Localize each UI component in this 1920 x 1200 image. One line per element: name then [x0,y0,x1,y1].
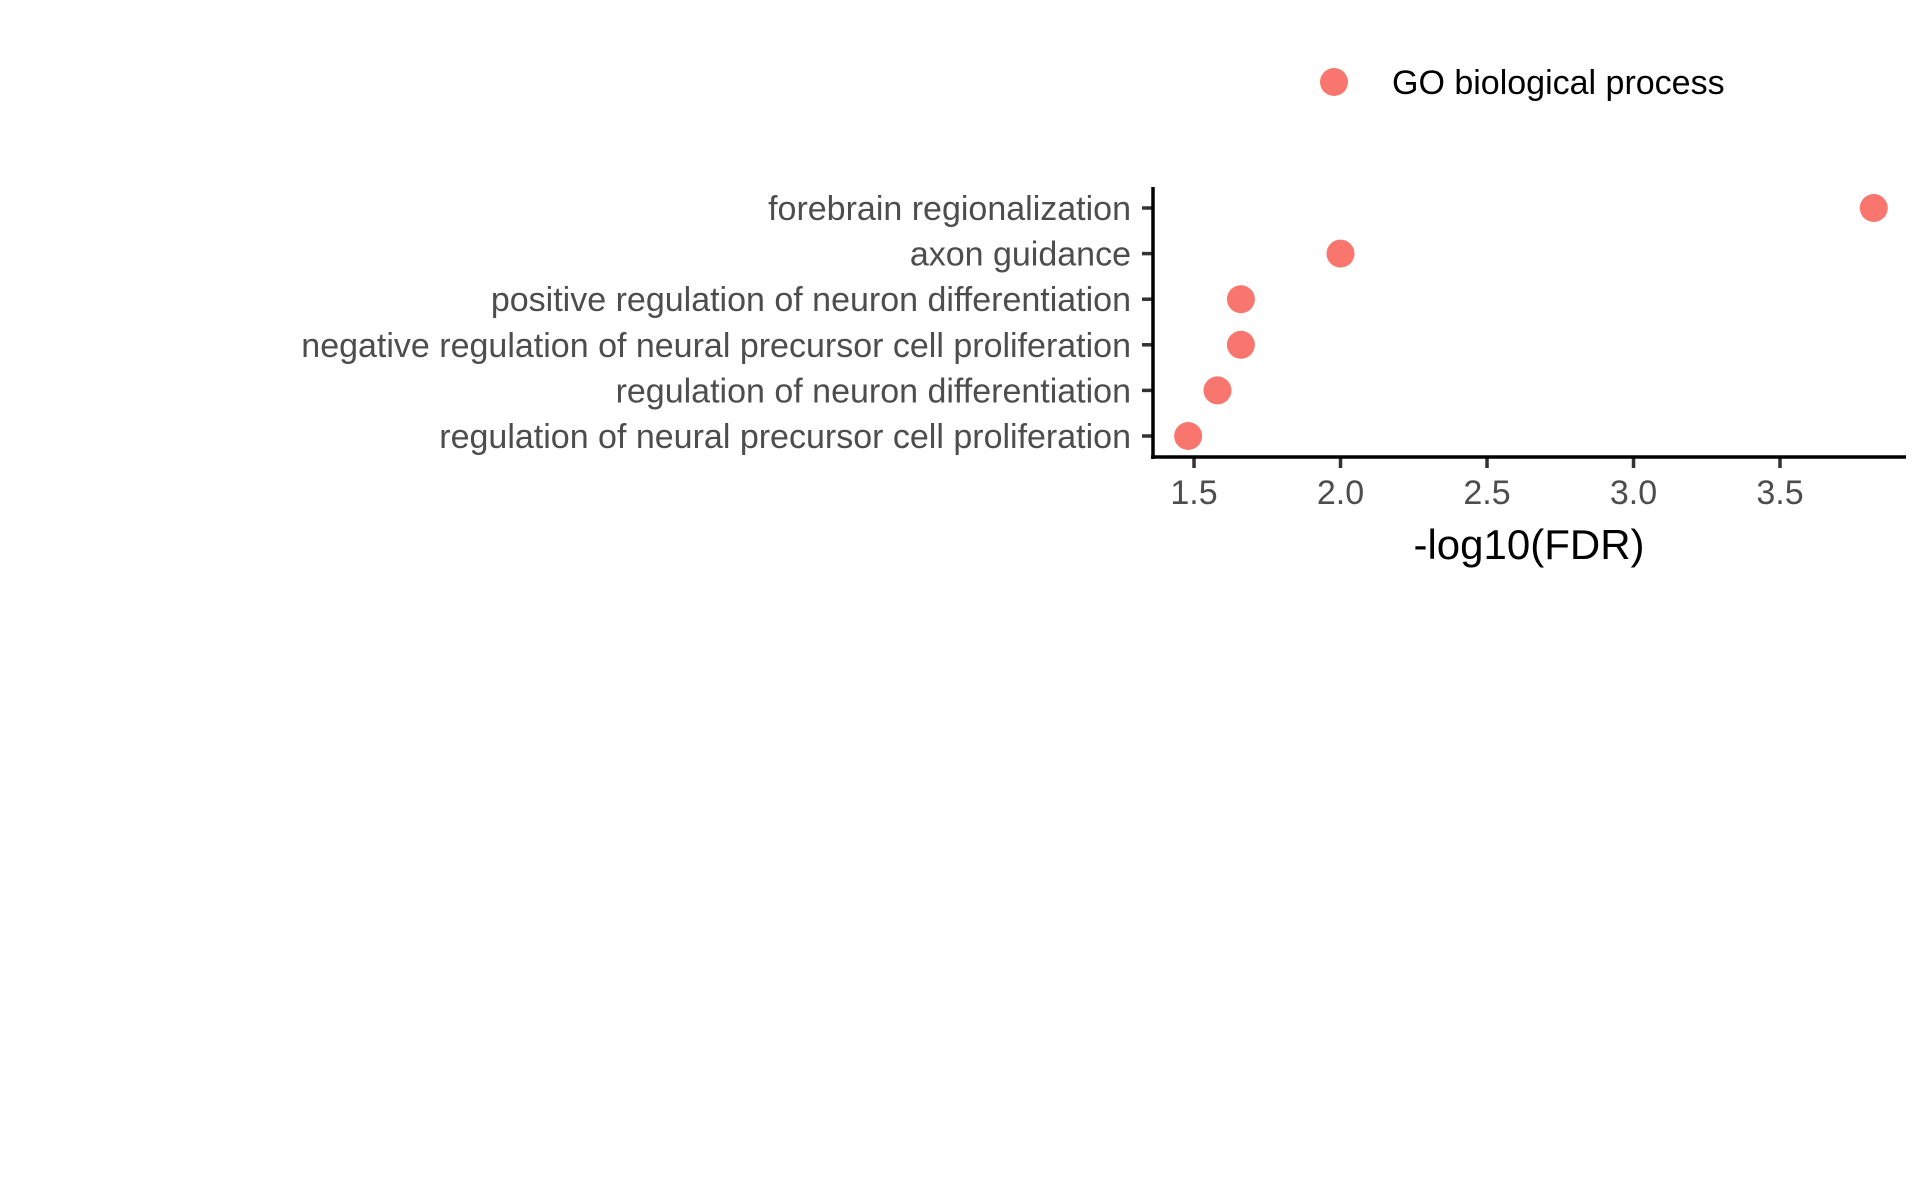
legend-label: GO biological process [1392,64,1725,102]
y-tick-label: forebrain regionalization [768,190,1131,228]
y-tick-label: regulation of neural precursor cell prol… [439,418,1131,456]
y-axis-ticks [1142,206,1153,438]
x-tick-label: 2.0 [1317,474,1364,512]
x-tick-label: 1.5 [1170,474,1217,512]
data-point [1203,376,1232,405]
data-point [1226,330,1255,359]
y-tick-label: regulation of neuron differentiation [616,372,1131,410]
legend: GO biological process [1320,64,1725,102]
legend-marker [1320,68,1348,96]
x-tick-label: 3.5 [1756,474,1803,512]
y-tick-label: negative regulation of neural precursor … [301,327,1131,365]
x-tick-label: 3.0 [1610,474,1657,512]
y-axis-labels: forebrain regionalization axon guidance po… [301,190,1131,456]
data-point [1174,422,1203,450]
x-tick-label: 2.5 [1463,474,1510,512]
x-axis-title: -log10(FDR) [1413,521,1644,568]
x-axis-labels: 1.5 2.0 2.5 3.0 3.5 [1170,474,1803,512]
data-point [1226,285,1255,314]
y-tick-label: positive regulation of neuron differenti… [491,281,1131,319]
x-axis-ticks [1192,457,1782,468]
data-point [1859,194,1888,222]
data-point [1326,239,1355,268]
data-points [1174,194,1888,450]
y-tick-label: axon guidance [910,236,1131,274]
